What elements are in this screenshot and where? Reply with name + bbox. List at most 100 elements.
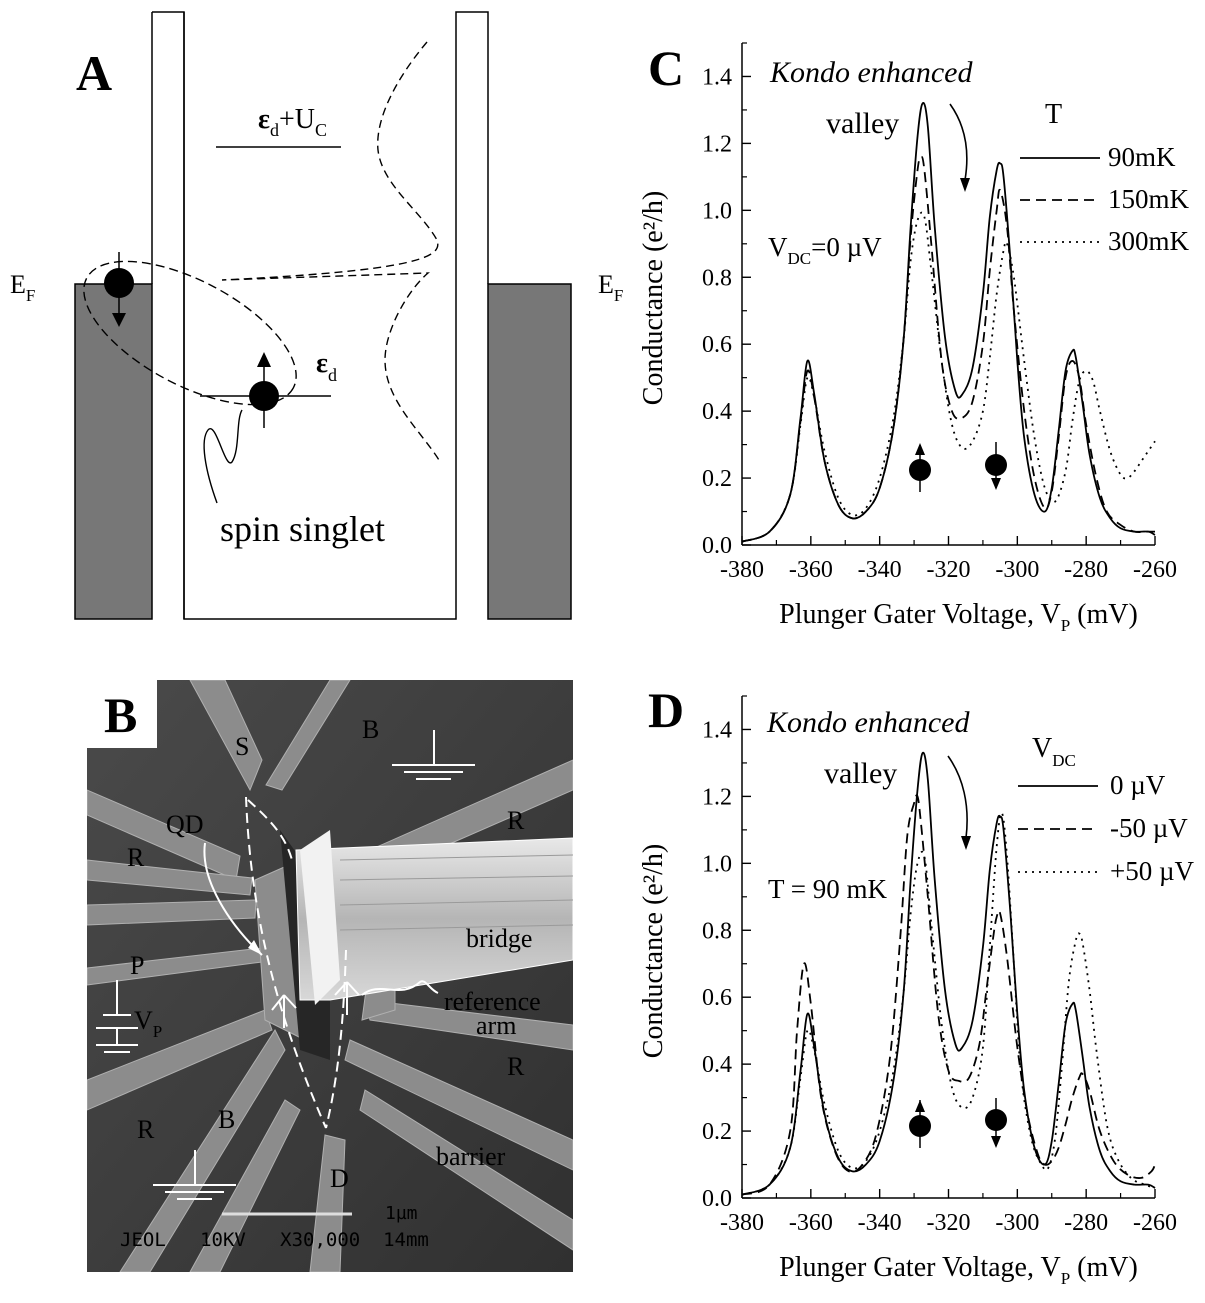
- sem-label-s: S: [235, 732, 249, 761]
- x-tick-label: -260: [1133, 557, 1177, 583]
- panel-b: S B R QD R P VP bridge reference arm R R…: [87, 680, 573, 1272]
- x-tick-label: -360: [789, 1210, 833, 1236]
- sem-label-arm: arm: [476, 1011, 516, 1040]
- x-tick-label: -340: [858, 1210, 902, 1236]
- series-line-3: [741, 211, 1156, 543]
- legend-label: 0 µV: [1110, 770, 1166, 800]
- panel-c-annotation-arrow: [949, 103, 968, 181]
- panel-b-label: B: [104, 687, 137, 743]
- x-tick-label: -360: [789, 557, 833, 583]
- legend-label: +50 µV: [1110, 856, 1195, 886]
- y-tick-label: 1.4: [702, 717, 732, 743]
- series-line-1: [741, 102, 1156, 543]
- x-tick-label: -340: [858, 557, 902, 583]
- sem-label-p: P: [130, 951, 144, 980]
- series-line-3: [741, 812, 1156, 1196]
- x-axis-label: Plunger Gater Voltage, VP (mV): [779, 599, 1138, 635]
- sem-label-barrier: barrier: [436, 1142, 506, 1171]
- y-axis-label: Conductance (e²/h): [638, 844, 669, 1058]
- panel-c-label: C: [648, 40, 684, 96]
- panel-c-legend-title: T: [1045, 99, 1062, 130]
- upper-level-label: εd+UC: [258, 104, 327, 140]
- density-of-states-curve: [221, 41, 440, 461]
- y-tick-label: 0.2: [702, 1119, 732, 1145]
- x-tick-label: -320: [927, 557, 971, 583]
- y-tick-label: 0.6: [702, 332, 732, 358]
- spin-singlet-ellipse: [83, 260, 297, 406]
- panel-d-annotation-2: valley: [824, 757, 897, 790]
- x-tick-label: -380: [720, 557, 764, 583]
- y-tick-label: 0.8: [702, 265, 732, 291]
- singlet-pointer: [203, 409, 243, 504]
- x-tick-label: -280: [1064, 557, 1108, 583]
- legend-label: 150mK: [1108, 184, 1190, 214]
- spin-singlet-label: spin singlet: [220, 509, 385, 549]
- y-axis-label: Conductance (e²/h): [638, 191, 669, 405]
- x-tick-label: -280: [1064, 1210, 1108, 1236]
- x-tick-label: -260: [1133, 1210, 1177, 1236]
- y-tick-label: 1.2: [702, 784, 732, 810]
- scale-bar-label: 1µm: [385, 1203, 418, 1224]
- panel-d-annotation-arrow: [947, 755, 968, 839]
- y-tick-label: 0.2: [702, 466, 732, 492]
- x-tick-label: -380: [720, 1210, 764, 1236]
- sem-image: S B R QD R P VP bridge reference arm R R…: [87, 680, 573, 1272]
- sem-label-b-top: B: [362, 715, 379, 744]
- reference-arm-pointer: [361, 980, 439, 996]
- sem-label-r-left: R: [127, 843, 145, 872]
- panel-d-legend-title: VDC: [1032, 733, 1076, 770]
- panel-d: D -380 -360 -340 -320 -300 -280 -260 0.0 0.2 0.4 0…: [638, 682, 1195, 1288]
- panel-c-annotation-1: Kondo enhanced: [769, 56, 973, 89]
- dot-electron-spin-up: [249, 352, 279, 428]
- legend-label: -50 µV: [1110, 813, 1188, 843]
- y-tick-label: 1.4: [702, 64, 732, 90]
- lower-level-label: εd: [316, 348, 337, 385]
- series-line-2: [741, 794, 1156, 1196]
- right-lead: [487, 283, 572, 620]
- sem-label-r-bottom-left: R: [137, 1115, 155, 1144]
- y-tick-label: 1.0: [702, 851, 732, 877]
- panel-c-spin-down-marker: [985, 442, 1007, 490]
- x-axis-label: Plunger Gater Voltage, VP (mV): [779, 1252, 1138, 1288]
- y-tick-label: 0.4: [702, 1052, 732, 1078]
- panel-d-spin-up-marker: [909, 1100, 931, 1148]
- panel-d-condition: T = 90 mK: [768, 874, 887, 904]
- left-lead: [74, 283, 153, 620]
- plot-c: -380 -360 -340 -320 -300 -280 -260 0.0 0.2 0.4 0.6…: [638, 42, 1190, 635]
- bridge-structure: [295, 837, 573, 1001]
- plot-d: -380 -360 -340 -320 -300 -280 -260 0.0 0.2 0.4 0.6…: [638, 695, 1195, 1288]
- sem-label-qd: QD: [166, 810, 204, 839]
- sem-label-d: D: [330, 1164, 349, 1193]
- ground-symbol-bottom: [153, 1150, 236, 1200]
- sem-footer: JEOL 10KV X30,000 14mm: [120, 1229, 429, 1251]
- sem-label-r-top-right: R: [507, 806, 525, 835]
- panel-d-annotation-1: Kondo enhanced: [766, 706, 970, 739]
- panel-a: A EF EF εd+UC εd spin s: [10, 11, 623, 620]
- y-tick-label: 0.4: [702, 399, 732, 425]
- ef-right-label: EF: [598, 270, 623, 305]
- series-line-1: [741, 751, 1156, 1196]
- y-tick-label: 0.0: [702, 533, 732, 559]
- panel-d-label: D: [648, 682, 684, 738]
- series-line-2: [741, 155, 1155, 543]
- legend-label: 300mK: [1108, 226, 1190, 256]
- panel-a-label: A: [76, 45, 112, 101]
- panel-c: C -380 -360 -340 -320 -300 -280 -260 0.0 0.2 0.4 0…: [638, 40, 1190, 635]
- y-tick-label: 0.8: [702, 918, 732, 944]
- sem-label-reference: reference: [444, 987, 541, 1016]
- panel-c-annotation-2: valley: [826, 107, 899, 140]
- x-tick-label: -320: [927, 1210, 971, 1236]
- panel-c-condition: VDC=0 µV: [768, 232, 882, 268]
- panel-b-label-box: [87, 680, 157, 748]
- y-tick-label: 0.6: [702, 985, 732, 1011]
- sem-label-vp: VP: [134, 1006, 162, 1041]
- y-tick-label: 1.2: [702, 131, 732, 157]
- sem-label-r-right: R: [507, 1052, 525, 1081]
- x-tick-label: -300: [995, 1210, 1039, 1236]
- sem-label-b-bottom: B: [218, 1105, 235, 1134]
- qd-dashed-path: [245, 796, 347, 1129]
- ground-symbol-top: [392, 730, 475, 780]
- y-tick-label: 0.0: [702, 1186, 732, 1212]
- sem-label-bridge: bridge: [466, 924, 532, 953]
